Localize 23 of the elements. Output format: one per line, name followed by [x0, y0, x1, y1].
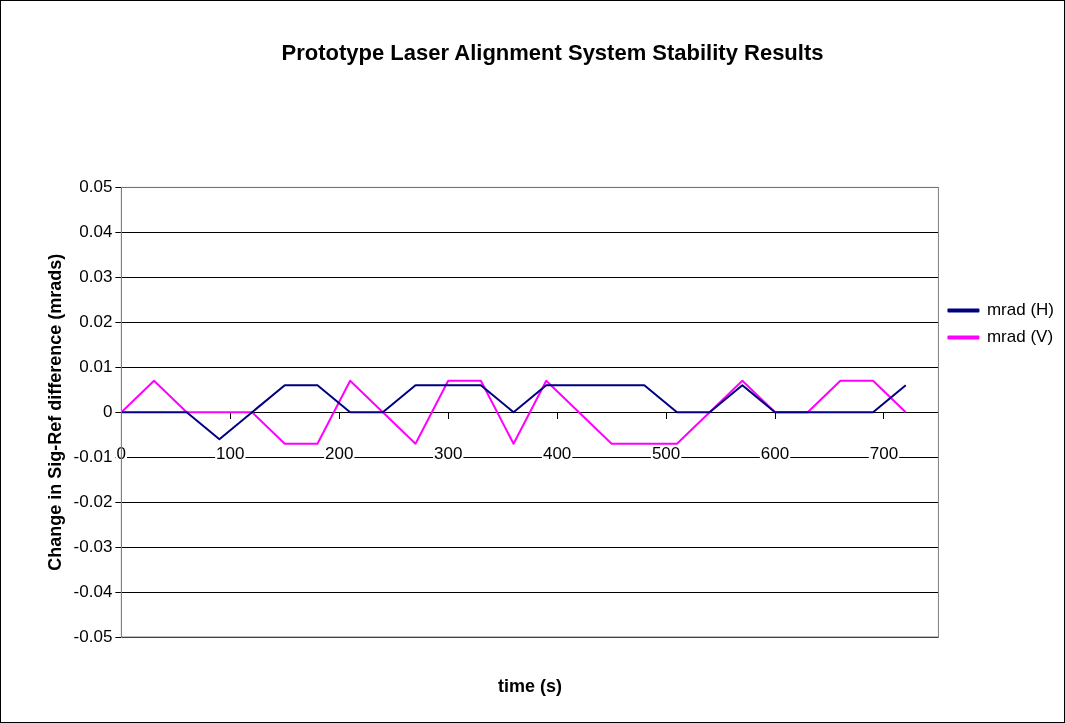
y-tick-label: 0.02 — [79, 311, 113, 331]
x-tick-label: 600 — [760, 444, 790, 464]
x-tick-label: 100 — [216, 444, 245, 464]
y-tick-label: -0.03 — [73, 536, 113, 556]
x-tick-label: 700 — [869, 444, 899, 464]
x-axis-title: time (s) — [497, 675, 562, 696]
y-tick-label: 0.04 — [79, 222, 113, 242]
x-tick-label: 300 — [434, 444, 463, 464]
y-axis-title: Change in Sig-Ref difference (mrads) — [44, 253, 65, 571]
y-tick-label: -0.05 — [73, 626, 113, 646]
y-tick-label: -0.02 — [73, 491, 113, 511]
legend-label: mrad (H) — [986, 300, 1055, 320]
y-tick-label: 0.03 — [79, 267, 113, 287]
y-tick-label: 0.01 — [79, 356, 113, 376]
x-tick-label: 200 — [325, 444, 354, 464]
chart-title: Prototype Laser Alignment System Stability Results — [281, 40, 824, 66]
x-tick-label: 400 — [542, 444, 572, 464]
y-tick-label: -0.04 — [73, 581, 113, 601]
y-tick-label: 0 — [102, 401, 113, 421]
y-tick-label: -0.01 — [73, 446, 113, 466]
x-tick-label: 500 — [651, 444, 681, 464]
y-tick-label: 0.05 — [79, 177, 113, 197]
legend-label: mrad (V) — [986, 327, 1054, 347]
